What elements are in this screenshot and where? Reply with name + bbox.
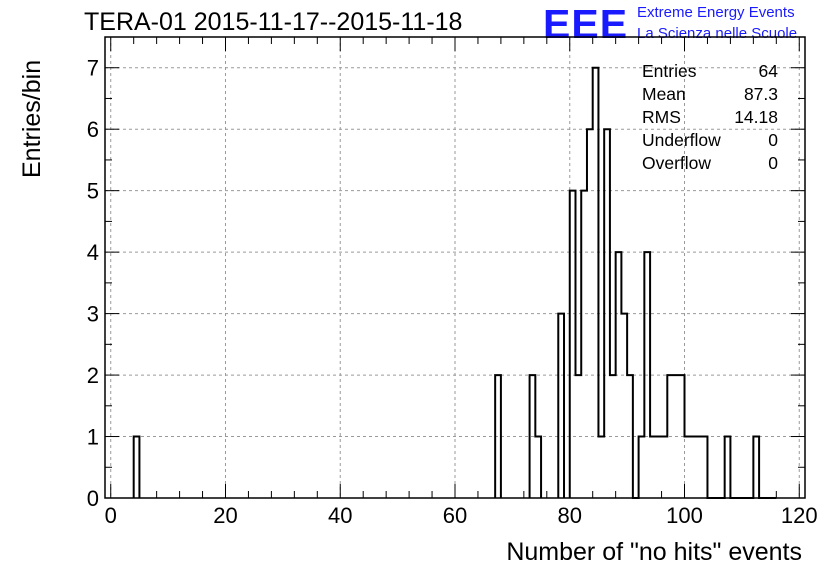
- histogram-bin: [581, 191, 587, 498]
- x-tick-label: 40: [328, 503, 352, 528]
- histogram-bin: [702, 437, 708, 498]
- histogram-bin: [644, 252, 650, 498]
- stats-row-overflow: Overflow 0: [642, 152, 778, 175]
- stats-value: 87.3: [743, 84, 778, 104]
- y-tick-label: 7: [87, 56, 99, 81]
- stats-row-rms: RMS 14.18: [642, 106, 778, 129]
- y-tick-label: 0: [87, 486, 99, 511]
- histogram-bin: [690, 437, 696, 498]
- stats-row-entries: Entries 64: [642, 60, 778, 83]
- histogram-bin: [535, 437, 541, 498]
- histogram-bin: [610, 375, 616, 498]
- histogram-bin: [725, 437, 731, 498]
- histogram-bin: [598, 437, 604, 498]
- stats-box: Entries 64 Mean 87.3 RMS 14.18 Underflow…: [642, 60, 778, 175]
- histogram-bin: [604, 129, 610, 498]
- stats-value: 64: [758, 61, 778, 81]
- histogram-bin: [679, 375, 685, 498]
- x-tick-label: 120: [781, 503, 818, 528]
- x-tick-label: 0: [105, 503, 117, 528]
- histogram-bin: [673, 375, 679, 498]
- histogram-outline: [132, 66, 777, 499]
- histogram-bin: [753, 437, 759, 498]
- stats-value: 14.18: [734, 107, 778, 127]
- histogram-bin: [134, 437, 140, 498]
- histogram-bin: [587, 129, 593, 498]
- histogram-bin: [650, 437, 656, 498]
- stats-value: 0: [768, 153, 778, 173]
- x-tick-label: 80: [558, 503, 582, 528]
- histogram-bin: [616, 252, 622, 498]
- stats-label: Overflow: [642, 153, 712, 173]
- stats-value: 0: [768, 130, 778, 150]
- histogram-bin: [656, 437, 662, 498]
- stats-label: RMS: [642, 107, 681, 127]
- histogram-bin: [530, 375, 536, 498]
- logo-line-1: Extreme Energy Events: [637, 4, 795, 21]
- stats-label: Entries: [642, 61, 697, 81]
- stats-label: Underflow: [642, 130, 721, 150]
- histogram-bin: [558, 314, 564, 498]
- x-tick-label: 100: [666, 503, 703, 528]
- stats-label: Mean: [642, 84, 686, 104]
- plot-title: TERA-01 2015-11-17--2015-11-18: [84, 8, 463, 36]
- y-tick-label: 2: [87, 363, 99, 388]
- plot-frame: [104, 36, 806, 499]
- histogram-bin: [639, 437, 645, 498]
- histogram-bin: [621, 314, 627, 498]
- histogram-bin: [495, 375, 501, 498]
- x-axis-label: Number of "no hits" events: [506, 538, 802, 566]
- y-tick-label: 1: [87, 425, 99, 450]
- histogram-bin: [575, 375, 581, 498]
- histogram-bin: [662, 437, 668, 498]
- y-tick-label: 3: [87, 302, 99, 327]
- x-tick-label: 60: [443, 503, 467, 528]
- stats-row-underflow: Underflow 0: [642, 129, 778, 152]
- y-tick-label: 6: [87, 117, 99, 142]
- histogram-bin: [667, 375, 673, 498]
- y-axis-label: Entries/bin: [18, 59, 46, 178]
- stats-row-mean: Mean 87.3: [642, 83, 778, 106]
- histogram-bin: [593, 68, 599, 498]
- histogram-bin: [696, 437, 702, 498]
- histogram-bin: [570, 191, 576, 498]
- x-tick-label: 20: [213, 503, 237, 528]
- histogram-bin: [685, 437, 691, 498]
- y-tick-label: 5: [87, 179, 99, 204]
- y-tick-label: 4: [87, 240, 99, 265]
- histogram-bin: [627, 375, 633, 498]
